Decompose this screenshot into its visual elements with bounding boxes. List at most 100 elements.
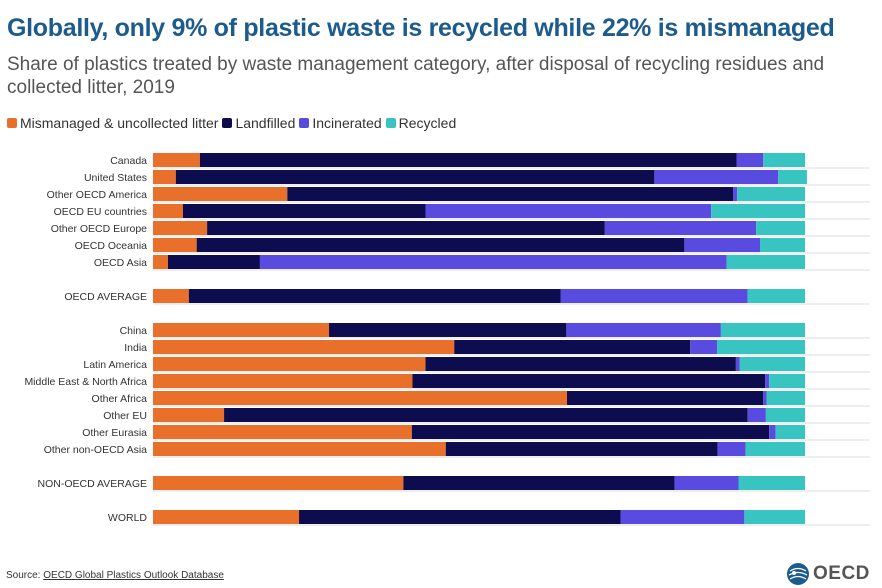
bar-segment-landfilled[interactable]	[199, 153, 737, 167]
bar-segment-mismanaged[interactable]	[153, 153, 200, 167]
bar-segment-mismanaged[interactable]	[153, 221, 208, 235]
bar-segment-landfilled[interactable]	[224, 408, 748, 422]
legend-item-incinerated: Incinerated	[299, 115, 382, 131]
bar-segment-landfilled[interactable]	[207, 221, 605, 235]
bar-row: OECD Oceania	[75, 238, 870, 254]
bar-segment-incinerated[interactable]	[654, 170, 779, 184]
oecd-globe-icon	[787, 563, 809, 585]
bar-segment-incinerated[interactable]	[560, 289, 748, 303]
bar-row: India	[124, 340, 870, 356]
category-label: Other OECD America	[47, 189, 148, 201]
source-label: Source:	[6, 570, 41, 581]
bar-segment-landfilled[interactable]	[196, 238, 685, 252]
bar-segment-incinerated[interactable]	[620, 510, 745, 524]
bar-segment-landfilled[interactable]	[329, 323, 567, 337]
bar-segment-mismanaged[interactable]	[153, 357, 426, 371]
bar-segment-landfilled[interactable]	[445, 442, 718, 456]
bar-segment-recycled[interactable]	[716, 340, 805, 354]
bar-segment-mismanaged[interactable]	[153, 323, 330, 337]
bar-segment-landfilled[interactable]	[454, 340, 691, 354]
bar-segment-landfilled[interactable]	[182, 204, 426, 218]
bar-segment-recycled[interactable]	[720, 323, 805, 337]
legend-swatch-mismanaged	[7, 118, 17, 128]
bar-segment-landfilled[interactable]	[287, 187, 734, 201]
category-label: OECD EU countries	[54, 206, 147, 218]
bar-segment-recycled[interactable]	[756, 221, 805, 235]
bar-segment-mismanaged[interactable]	[153, 408, 225, 422]
bar-segment-incinerated[interactable]	[566, 323, 721, 337]
bar-segment-recycled[interactable]	[737, 187, 805, 201]
category-label: India	[124, 342, 147, 354]
category-label: WORLD	[108, 512, 148, 524]
bar-segment-incinerated[interactable]	[765, 374, 770, 388]
bar-segment-incinerated[interactable]	[674, 476, 739, 490]
bar-segment-incinerated[interactable]	[717, 442, 746, 456]
bar-segment-landfilled[interactable]	[167, 255, 260, 269]
bar-segment-mismanaged[interactable]	[153, 255, 168, 269]
bar-segment-recycled[interactable]	[739, 357, 805, 371]
bar-segment-mismanaged[interactable]	[153, 340, 455, 354]
bar-segment-incinerated[interactable]	[747, 408, 766, 422]
chart-legend: Mismanaged & uncollected litter Landfill…	[7, 115, 460, 131]
bar-segment-incinerated[interactable]	[425, 204, 712, 218]
bar-segment-recycled[interactable]	[775, 425, 805, 439]
category-label: Other non-OECD Asia	[44, 444, 147, 456]
source-link[interactable]: OECD Global Plastics Outlook Database	[43, 570, 224, 581]
bar-segment-incinerated[interactable]	[690, 340, 717, 354]
bar-row: Middle East & North Africa	[24, 374, 870, 390]
bar-row: Canada	[110, 153, 870, 169]
bar-segment-landfilled[interactable]	[567, 391, 764, 405]
bar-segment-mismanaged[interactable]	[153, 476, 404, 490]
bar-segment-recycled[interactable]	[726, 255, 805, 269]
bar-segment-incinerated[interactable]	[259, 255, 727, 269]
category-label: OECD AVERAGE	[64, 291, 147, 303]
bar-row: Other OECD America	[47, 187, 870, 203]
bar-segment-landfilled[interactable]	[188, 289, 561, 303]
bar-segment-incinerated[interactable]	[604, 221, 757, 235]
bar-row: Other Eurasia	[82, 425, 870, 441]
category-label: Other OECD Europe	[51, 223, 147, 235]
bar-segment-recycled[interactable]	[744, 510, 805, 524]
bar-segment-mismanaged[interactable]	[153, 442, 446, 456]
bar-segment-recycled[interactable]	[711, 204, 805, 218]
bar-segment-mismanaged[interactable]	[153, 425, 412, 439]
bar-segment-landfilled[interactable]	[403, 476, 675, 490]
bar-segment-incinerated[interactable]	[735, 357, 740, 371]
bar-segment-incinerated[interactable]	[769, 425, 776, 439]
bar-segment-landfilled[interactable]	[299, 510, 621, 524]
bar-row: WORLD	[108, 510, 870, 526]
bar-segment-mismanaged[interactable]	[153, 204, 183, 218]
category-label: Other EU	[103, 410, 147, 422]
logo-text: OECD	[813, 563, 870, 584]
bar-segment-incinerated[interactable]	[763, 391, 767, 405]
bar-segment-mismanaged[interactable]	[153, 510, 300, 524]
bar-segment-recycled[interactable]	[769, 374, 805, 388]
legend-item-mismanaged: Mismanaged & uncollected litter	[7, 115, 218, 131]
bar-segment-recycled[interactable]	[765, 408, 805, 422]
category-label: OECD Asia	[94, 257, 147, 269]
bar-segment-incinerated[interactable]	[736, 153, 764, 167]
bar-segment-mismanaged[interactable]	[153, 374, 413, 388]
source-note: Source: OECD Global Plastics Outlook Dat…	[6, 570, 224, 581]
oecd-logo: OECD	[786, 562, 870, 586]
bar-segment-mismanaged[interactable]	[153, 170, 176, 184]
bar-segment-recycled[interactable]	[763, 153, 805, 167]
bar-segment-recycled[interactable]	[760, 238, 805, 252]
bar-segment-recycled[interactable]	[766, 391, 805, 405]
bar-segment-landfilled[interactable]	[411, 425, 770, 439]
bar-segment-mismanaged[interactable]	[153, 391, 568, 405]
bar-segment-mismanaged[interactable]	[153, 238, 197, 252]
bar-row: Other OECD Europe	[51, 221, 870, 237]
bar-segment-recycled[interactable]	[738, 476, 805, 490]
bar-segment-recycled[interactable]	[778, 170, 807, 184]
bar-segment-mismanaged[interactable]	[153, 289, 189, 303]
bar-segment-recycled[interactable]	[747, 289, 805, 303]
bar-row: Other non-OECD Asia	[44, 442, 870, 458]
bar-segment-incinerated[interactable]	[733, 187, 738, 201]
bar-segment-incinerated[interactable]	[684, 238, 761, 252]
bar-segment-landfilled[interactable]	[412, 374, 766, 388]
bar-segment-landfilled[interactable]	[175, 170, 655, 184]
bar-segment-recycled[interactable]	[745, 442, 805, 456]
bar-segment-mismanaged[interactable]	[153, 187, 288, 201]
bar-segment-landfilled[interactable]	[425, 357, 736, 371]
